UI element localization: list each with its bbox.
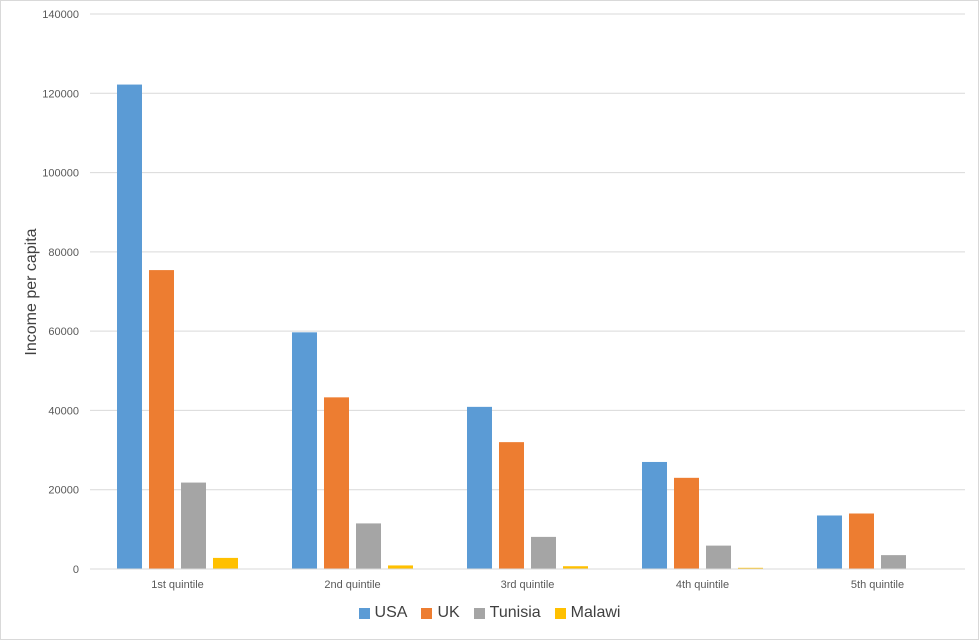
y-axis-label: Income per capita: [23, 228, 40, 355]
bar-uk-1: [149, 270, 174, 569]
bars: [117, 84, 938, 570]
bar-tunisia-5: [881, 555, 906, 569]
y-tick-label: 80000: [48, 247, 79, 259]
bar-usa-2: [292, 332, 317, 569]
bar-malawi-4: [738, 567, 763, 569]
x-tick-label: 2nd quintile: [324, 579, 380, 591]
legend-item-usa: USA: [358, 604, 408, 622]
bar-uk-4: [674, 477, 699, 569]
y-tick-label: 20000: [48, 485, 79, 497]
legend-swatch: [358, 607, 370, 619]
bar-tunisia-2: [356, 523, 381, 569]
bar-uk-3: [499, 442, 524, 569]
legend-label: Malawi: [570, 604, 621, 621]
legend: USA UK Tunisia Malawi: [0, 604, 979, 622]
bar-usa-1: [117, 84, 142, 570]
bar-uk-2: [324, 397, 349, 569]
bar-usa-3: [467, 406, 492, 569]
y-tick-label: 40000: [48, 405, 79, 417]
bar-tunisia-1: [181, 482, 206, 569]
bar-tunisia-4: [706, 545, 731, 569]
x-tick-label: 4th quintile: [676, 579, 729, 591]
x-tick-label: 5th quintile: [851, 579, 904, 591]
bar-malawi-2: [388, 565, 413, 569]
y-axis-ticks: 0 20000 40000 60000 80000 100000 120000 140000: [42, 9, 79, 576]
bar-usa-4: [642, 461, 667, 569]
x-axis-ticks: 1st quintile 2nd quintile 3rd quintile 4th …: [151, 579, 904, 591]
bar-uk-5: [849, 513, 874, 569]
y-tick-label: 120000: [42, 88, 79, 100]
gridlines: [90, 13, 965, 491]
legend-swatch: [421, 607, 433, 619]
legend-swatch: [554, 607, 566, 619]
bar-malawi-3: [563, 566, 588, 569]
x-tick-label: 3rd quintile: [501, 579, 555, 591]
bar-usa-5: [817, 515, 842, 569]
y-tick-label: 100000: [42, 168, 79, 180]
legend-item-malawi: Malawi: [554, 604, 621, 622]
bar-tunisia-3: [531, 536, 556, 569]
y-tick-label: 60000: [48, 326, 79, 338]
legend-swatch: [473, 607, 485, 619]
legend-item-uk: UK: [421, 604, 460, 622]
legend-label: UK: [437, 604, 460, 621]
legend-label: Tunisia: [489, 604, 541, 621]
bar-malawi-1: [213, 557, 238, 569]
legend-label: USA: [374, 604, 408, 621]
x-tick-label: 1st quintile: [151, 579, 204, 591]
y-tick-label: 0: [73, 564, 79, 576]
y-tick-label: 140000: [42, 9, 79, 21]
legend-item-tunisia: Tunisia: [473, 604, 541, 622]
